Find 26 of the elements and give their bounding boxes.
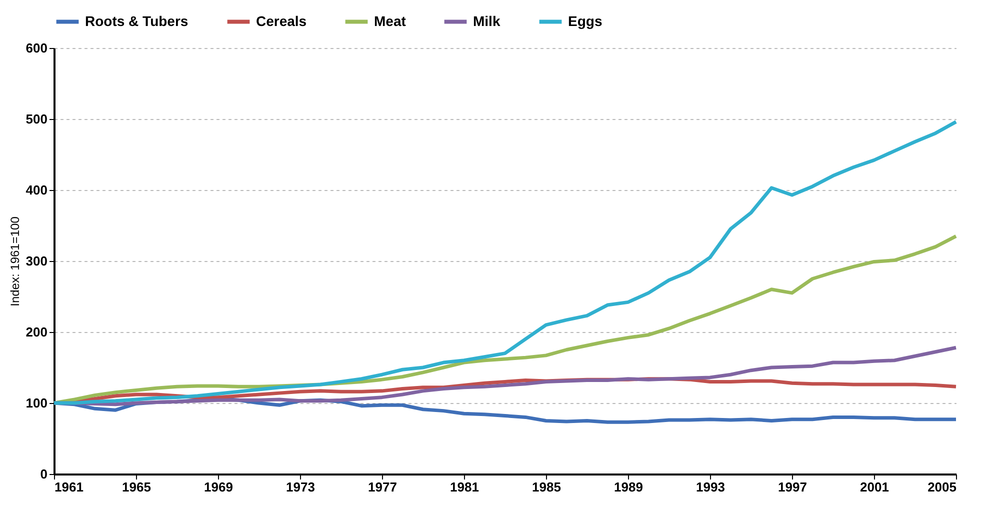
y-tick-label: 600 [26, 40, 48, 56]
legend-label: Milk [473, 12, 500, 29]
y-tick-label: 200 [26, 324, 48, 340]
x-tick-label: 1993 [696, 480, 725, 494]
x-tick-label: 1981 [450, 480, 479, 494]
x-tick-label: 1973 [286, 480, 315, 494]
legend-label: Roots & Tubers [85, 12, 188, 29]
y-tick-label: 500 [26, 112, 48, 126]
x-tick-label: 1977 [368, 480, 397, 494]
x-tick-label: 1965 [122, 480, 151, 494]
legend-label: Meat [374, 12, 406, 29]
x-tick-label: 1961 [54, 480, 84, 494]
y-tick-label: 300 [26, 254, 48, 268]
line-series [52, 120, 958, 405]
x-tick-label: 1985 [532, 480, 561, 494]
legend-label: Eggs [568, 12, 602, 29]
legend-label: Cereals [256, 12, 307, 29]
x-tick-label: 2005 [928, 480, 956, 494]
y-axis-title: Index: 1961=100 [8, 216, 22, 306]
y-tick-label: 0 [40, 466, 48, 482]
y-tick-label: 100 [26, 396, 48, 410]
x-tick-label: 2001 [860, 480, 889, 494]
x-tick-label: 1969 [204, 480, 233, 494]
x-tick-label: 1989 [614, 480, 643, 494]
y-tick-label: 400 [26, 182, 48, 198]
x-tick-label: 1997 [778, 480, 807, 494]
